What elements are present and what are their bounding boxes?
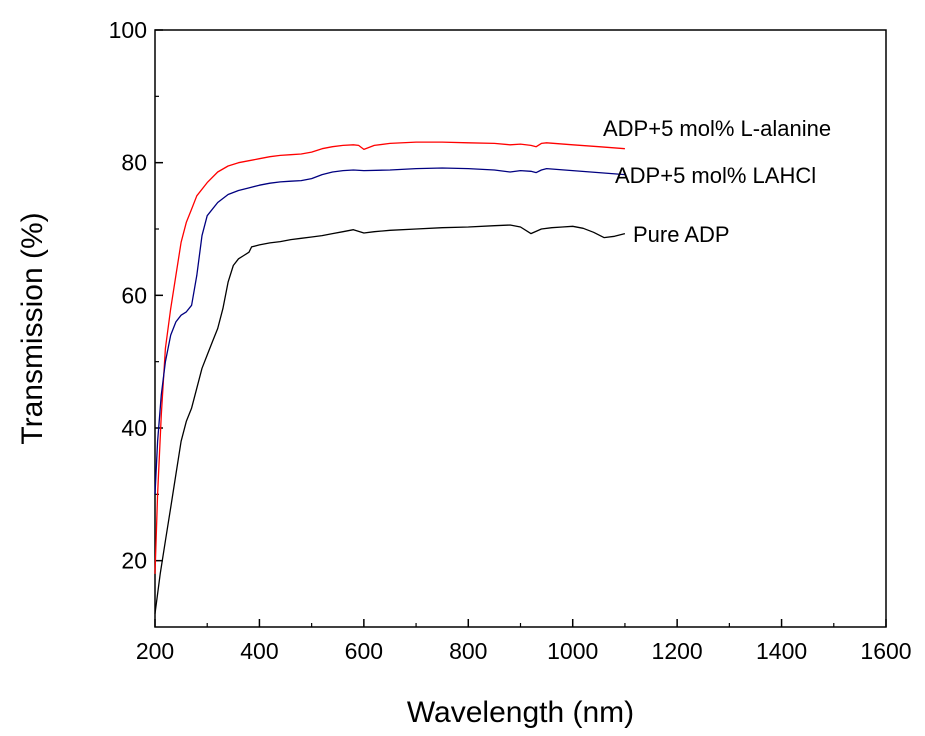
- series-line-1: [154, 141, 625, 574]
- series-label-1: ADP+5 mol% L-alanine: [603, 116, 831, 141]
- y-tick-label: 100: [109, 17, 147, 43]
- x-tick-label: 1200: [652, 638, 703, 664]
- series-line-3: [154, 224, 626, 614]
- axis-ticks: [154, 29, 887, 627]
- series-line-2: [154, 167, 625, 495]
- x-tick-label: 800: [449, 638, 487, 664]
- y-tick-label: 60: [121, 282, 147, 308]
- y-tick-label: 40: [121, 415, 147, 441]
- x-tick-label: 200: [136, 638, 174, 664]
- y-axis-title: Transmission (%): [16, 212, 49, 444]
- x-tick-label: 1400: [756, 638, 807, 664]
- tick-labels: 200 400 600 800 1000 1200 1400 1600 20 40 60 80 100: [109, 17, 912, 664]
- x-tick-label: 600: [345, 638, 383, 664]
- y-tick-label: 20: [121, 548, 147, 574]
- series-labels: ADP+5 mol% L-alanine ADP+5 mol% LAHCl Pure…: [603, 116, 831, 247]
- series-label-3: Pure ADP: [633, 222, 730, 247]
- series-label-2: ADP+5 mol% LAHCl: [615, 163, 816, 188]
- x-axis-title: Wavelength (nm): [407, 696, 634, 729]
- x-tick-label: 1600: [860, 638, 911, 664]
- series-lines: [154, 141, 626, 614]
- y-tick-label: 80: [121, 150, 147, 176]
- x-tick-label: 400: [240, 638, 278, 664]
- x-tick-label: 1000: [547, 638, 598, 664]
